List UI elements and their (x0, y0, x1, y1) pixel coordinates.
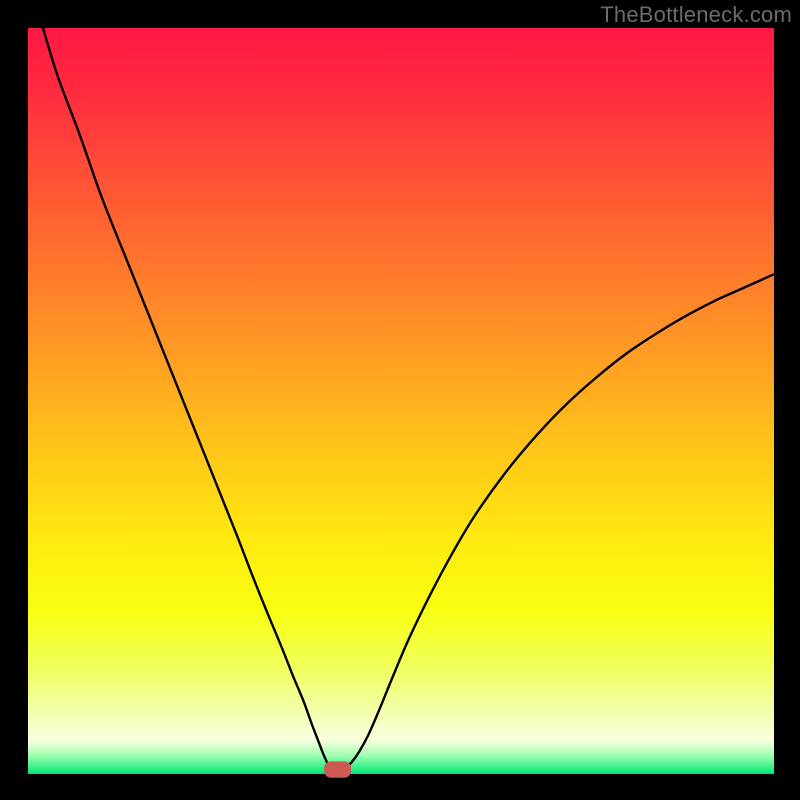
watermark-text: TheBottleneck.com (600, 2, 792, 28)
chart-svg (0, 0, 800, 800)
chart-container: TheBottleneck.com (0, 0, 800, 800)
plot-background (28, 28, 774, 774)
optimal-point-marker (324, 761, 351, 777)
